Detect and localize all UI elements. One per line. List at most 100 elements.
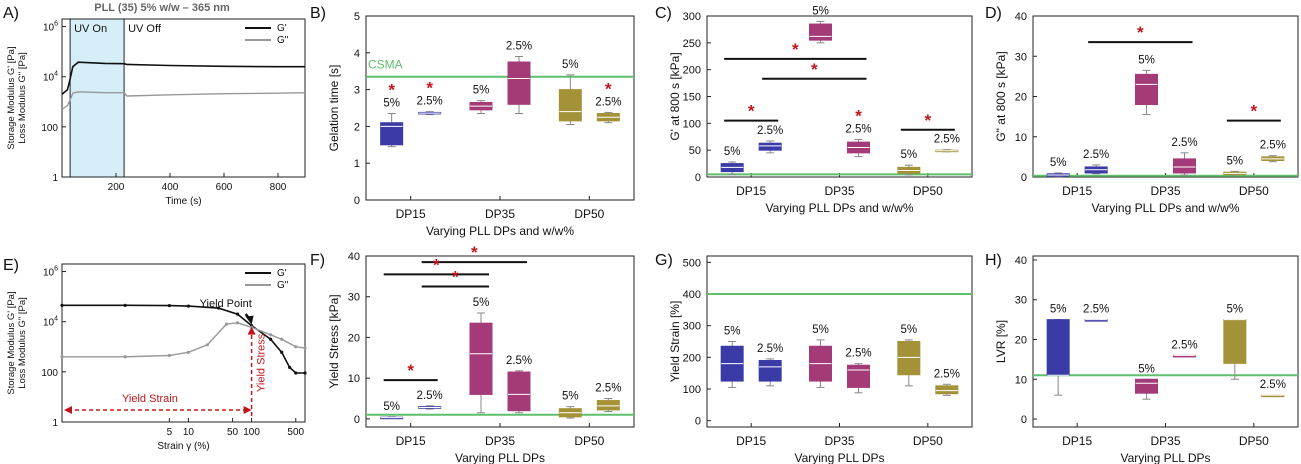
series-line bbox=[61, 91, 306, 110]
box-DP15-5pct: 5% bbox=[380, 401, 404, 420]
panel-label: A) bbox=[3, 5, 19, 22]
box-label: 2.5% bbox=[1260, 140, 1286, 152]
series-point bbox=[269, 333, 273, 337]
box-DP50-5pct: 5% bbox=[897, 324, 921, 387]
x-tick-label: 200 bbox=[108, 182, 125, 193]
arrow-head bbox=[243, 406, 252, 414]
box-body bbox=[935, 385, 959, 395]
x-axis-label: Varying PLL DPs bbox=[794, 451, 884, 464]
panel-label: F) bbox=[310, 252, 325, 269]
y-tick-label: 0 bbox=[1021, 172, 1027, 184]
series-point bbox=[269, 337, 273, 341]
box-body bbox=[558, 89, 582, 122]
significance-star: * bbox=[605, 79, 612, 98]
box-label: 2.5% bbox=[757, 343, 783, 355]
x-tick-label: DP35 bbox=[485, 434, 515, 448]
y-axis-label: G" at 800 s [kPa] bbox=[994, 51, 1008, 141]
box-DP35-5pct: 5% bbox=[1135, 54, 1158, 116]
x-tick-label: DP35 bbox=[1150, 434, 1180, 448]
x-tick-label: DP50 bbox=[913, 184, 943, 198]
series-point bbox=[235, 312, 240, 316]
box-DP15-2-5pct: 2.5% bbox=[1083, 149, 1109, 175]
box-body bbox=[1046, 319, 1070, 376]
series-point bbox=[60, 355, 64, 359]
box-body bbox=[1135, 378, 1158, 394]
box-DP35-5pct: 5% bbox=[469, 297, 493, 414]
y-tick-label: 0 bbox=[354, 195, 360, 207]
box-DP15-2-5pct: 2.5% bbox=[417, 390, 443, 410]
uv-on-label: UV On bbox=[74, 23, 107, 35]
box-label: 5% bbox=[383, 98, 400, 110]
panel-A: A) UV On UV Off 1 100 104 106 200 400 600 800 Time … bbox=[3, 5, 306, 207]
box-label: 2.5% bbox=[845, 123, 871, 135]
box-DP50-2-5pct: 2.5% bbox=[1260, 379, 1286, 398]
significance-star: * bbox=[925, 111, 932, 130]
y-tick-label: 250 bbox=[683, 38, 701, 50]
box-label: 2.5% bbox=[506, 355, 532, 367]
panel-E: E) 1 100 104 106 5 10 50 100 500 Strain γ (%) Stora… bbox=[3, 257, 307, 452]
uv-off-label: UV Off bbox=[128, 23, 162, 35]
y-tick-label: 500 bbox=[683, 257, 701, 269]
x-axis-label: Varying PLL DPs bbox=[1120, 451, 1210, 464]
series-point bbox=[186, 304, 190, 308]
box-DP15-5pct: 5% bbox=[720, 146, 744, 175]
box-label: 2.5% bbox=[1083, 149, 1109, 161]
panel-label: B) bbox=[310, 5, 326, 22]
plot-frame bbox=[1032, 15, 1299, 178]
box-DP50-5pct: 5% bbox=[1223, 155, 1247, 176]
significance-star: * bbox=[748, 102, 755, 121]
x-tick-label: DP15 bbox=[1062, 184, 1092, 198]
box-body bbox=[596, 400, 620, 411]
y-tick-label: 104 bbox=[43, 316, 58, 329]
series-point bbox=[60, 303, 64, 307]
series-point bbox=[123, 303, 127, 307]
box-body bbox=[1173, 158, 1196, 174]
y-tick-label: 0 bbox=[695, 416, 701, 428]
box-label: 5% bbox=[473, 85, 490, 97]
series-point bbox=[123, 355, 127, 359]
y-tick-label: 200 bbox=[683, 352, 701, 364]
box-label: 5% bbox=[901, 149, 918, 161]
series-point bbox=[167, 303, 171, 308]
uv-region bbox=[70, 19, 125, 177]
y-tick-label: 0 bbox=[354, 414, 360, 426]
box-DP15-2-5pct: 2.5%* bbox=[417, 79, 443, 116]
panel-B: B) 0 1 2 3 4 5 Varying PLL DPs and w/w% Gelation… bbox=[310, 5, 635, 238]
box-DP15-2-5pct: 2.5% bbox=[757, 125, 783, 154]
series-line bbox=[61, 61, 305, 95]
series-line bbox=[62, 304, 305, 374]
y-tick-label: 20 bbox=[348, 332, 360, 344]
y-tick-label: 100 bbox=[683, 118, 701, 130]
x-tick-label: 800 bbox=[270, 182, 287, 193]
box-DP50-2-5pct: 2.5% bbox=[595, 383, 621, 413]
box-DP50-2-5pct: 2.5%* bbox=[595, 79, 621, 124]
box-DP35-5pct: 5% bbox=[1135, 363, 1158, 400]
arrow-head bbox=[245, 315, 254, 325]
box-label: 5% bbox=[724, 146, 741, 158]
box-body bbox=[507, 61, 531, 105]
x-tick-label: DP15 bbox=[396, 434, 426, 448]
box-DP35-2-5pct: 2.5%* bbox=[845, 106, 872, 158]
significance-star: * bbox=[855, 106, 862, 125]
x-axis-label: Varying PLL DPs and w/w% bbox=[1091, 201, 1239, 215]
y-tick-label: 10 bbox=[348, 373, 360, 385]
box-label: 2.5% bbox=[934, 368, 960, 380]
yield-stress-label: Yield Stress bbox=[256, 333, 268, 392]
box-label: 2.5% bbox=[1260, 379, 1286, 391]
box-DP50-5pct: 5% bbox=[558, 59, 582, 126]
box-DP15-5pct: 5% bbox=[1046, 157, 1070, 178]
y-tick-label: 106 bbox=[43, 266, 58, 279]
box-label: 5% bbox=[812, 5, 829, 17]
y-tick-label: 40 bbox=[1015, 255, 1027, 267]
arrow-head bbox=[64, 406, 72, 414]
y-axis-label-2: Loss Modulus G" [Pa] bbox=[17, 297, 28, 389]
x-axis-label: Varying PLL DPs bbox=[455, 451, 545, 464]
box-body bbox=[758, 360, 782, 382]
plot-frame bbox=[1032, 255, 1299, 428]
series-point bbox=[205, 343, 210, 347]
box-DP50-5pct: 5% bbox=[1223, 304, 1247, 380]
plot-frame bbox=[706, 255, 973, 428]
y-tick-label: 1 bbox=[52, 418, 58, 429]
x-tick-label: DP50 bbox=[1239, 184, 1269, 198]
box-label: 5% bbox=[1138, 54, 1155, 66]
